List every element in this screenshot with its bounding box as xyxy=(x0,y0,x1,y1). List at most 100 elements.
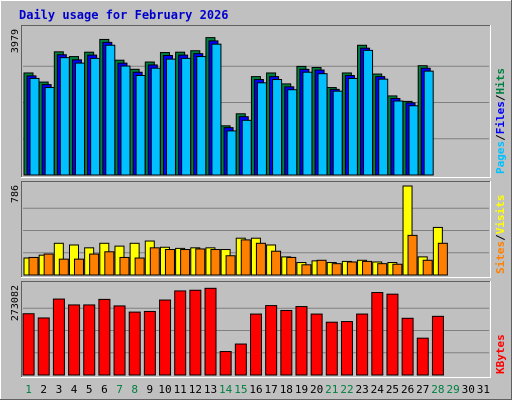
x-tick-label-day-16: 16 xyxy=(249,383,262,396)
x-tick-label-day-17: 17 xyxy=(265,383,278,396)
chart-panels: 3979Pages/Files/Hits786Sites/Visits27308… xyxy=(10,25,507,378)
bar-kbytes-day-25 xyxy=(386,293,399,376)
x-tick-label-day-5: 5 xyxy=(86,383,93,396)
bar-sites-day-13 xyxy=(210,249,221,276)
bar-sites-day-2 xyxy=(43,253,54,276)
bar-sites-day-15 xyxy=(240,239,251,276)
x-tick-label-day-29: 29 xyxy=(446,383,459,396)
x-tick-label-day-8: 8 xyxy=(131,383,138,396)
legend-entry: KBytes xyxy=(494,334,507,374)
panel-3-legend: KBytes xyxy=(494,334,507,374)
panel-1: 3979 Pages/Files/Hits xyxy=(10,25,507,178)
x-tick-label-day-18: 18 xyxy=(280,383,293,396)
x-tick-label-day-25: 25 xyxy=(386,383,399,396)
x-tick-label-day-3: 3 xyxy=(56,383,63,396)
bar-kbytes-day-12 xyxy=(189,289,202,376)
bar-kbytes-day-3 xyxy=(52,298,65,376)
x-tick-label-day-13: 13 xyxy=(204,383,217,396)
panel-1-legend: Pages/Files/Hits xyxy=(494,68,507,174)
bar-pages-day-6 xyxy=(105,44,116,176)
bar-kbytes-day-2 xyxy=(37,317,50,376)
bar-pages-day-21 xyxy=(332,90,343,176)
bar-pages-day-1 xyxy=(29,77,40,176)
bar-kbytes-day-5 xyxy=(83,304,96,376)
bar-kbytes-day-20 xyxy=(310,313,323,376)
bar-kbytes-day-17 xyxy=(265,305,278,376)
x-tick-label-day-21: 21 xyxy=(325,383,338,396)
bar-pages-day-23 xyxy=(363,49,374,176)
bar-sites-day-24 xyxy=(377,263,388,276)
bar-kbytes-day-6 xyxy=(98,298,111,376)
bar-sites-day-9 xyxy=(149,247,160,276)
bar-sites-day-25 xyxy=(392,263,403,276)
bar-sites-day-16 xyxy=(255,242,266,276)
legend-entry: Files xyxy=(494,101,507,134)
x-tick-label-day-9: 9 xyxy=(147,383,154,396)
x-tick-label-day-15: 15 xyxy=(234,383,247,396)
bar-pages-day-13 xyxy=(211,43,222,176)
x-tick-label-day-20: 20 xyxy=(310,383,323,396)
legend-separator: / xyxy=(494,134,507,141)
bar-pages-day-7 xyxy=(120,65,131,176)
legend-entry: Visits xyxy=(494,195,507,235)
bar-pages-day-10 xyxy=(165,58,176,176)
bar-kbytes-day-16 xyxy=(250,313,262,376)
bar-pages-day-25 xyxy=(393,100,404,176)
x-tick-label-day-26: 26 xyxy=(401,383,414,396)
x-tick-label-day-4: 4 xyxy=(71,383,78,396)
bar-pages-day-14 xyxy=(226,130,237,176)
bar-pages-day-19 xyxy=(302,71,313,176)
x-tick-label-day-2: 2 xyxy=(40,383,47,396)
bar-pages-day-3 xyxy=(59,57,70,176)
bar-pages-day-4 xyxy=(74,62,85,176)
bar-kbytes-day-27 xyxy=(416,337,429,376)
panel-2-legend-text: Sites/Visits xyxy=(494,195,507,275)
bar-sites-day-20 xyxy=(316,259,327,276)
panel-2: 786 Sites/Visits xyxy=(10,181,507,278)
bar-kbytes-day-24 xyxy=(371,292,384,376)
bar-sites-day-12 xyxy=(195,248,206,276)
bar-kbytes-day-10 xyxy=(159,299,172,376)
bar-kbytes-day-26 xyxy=(401,317,414,376)
bar-sites-day-26 xyxy=(407,234,418,276)
bar-sites-day-4 xyxy=(73,258,84,276)
bar-kbytes-day-11 xyxy=(174,290,187,376)
x-axis-day-labels: 1 2 3 4 5 6 7 8 9 10 11 12 13 14 15 16 17 18 19 20 21 22 23 24 2… xyxy=(25,383,490,396)
bar-kbytes-day-19 xyxy=(295,306,308,376)
bar-pages-day-20 xyxy=(317,73,328,176)
legend-entry: Sites xyxy=(494,241,507,274)
panel-3-legend-text: KBytes xyxy=(494,334,507,374)
panel-1-ymax-label: 3979 xyxy=(10,29,21,53)
bar-kbytes-day-13 xyxy=(204,287,217,376)
bar-kbytes-day-23 xyxy=(356,313,369,376)
legend-separator: / xyxy=(494,234,507,241)
x-tick-label-day-11: 11 xyxy=(174,383,187,396)
bar-kbytes-day-4 xyxy=(68,304,81,376)
x-tick-label-day-10: 10 xyxy=(158,383,171,396)
bar-sites-day-1 xyxy=(28,256,39,276)
x-tick-label-day-19: 19 xyxy=(295,383,308,396)
bar-pages-day-24 xyxy=(378,78,389,176)
bar-pages-day-16 xyxy=(256,82,267,176)
x-tick-label-day-24: 24 xyxy=(371,383,385,396)
bar-kbytes-day-15 xyxy=(234,343,247,376)
bar-kbytes-day-7 xyxy=(113,305,126,376)
bar-kbytes-day-22 xyxy=(340,321,353,376)
bar-pages-day-17 xyxy=(272,79,283,176)
bar-sites-day-14 xyxy=(225,255,236,276)
x-tick-label-day-6: 6 xyxy=(101,383,108,396)
legend-separator: / xyxy=(494,94,507,101)
bar-sites-day-6 xyxy=(104,251,115,276)
x-tick-label-day-23: 23 xyxy=(356,383,369,396)
bar-pages-day-15 xyxy=(241,119,252,176)
bar-pages-day-12 xyxy=(196,56,207,176)
x-tick-label-day-31: 31 xyxy=(477,383,490,396)
x-tick-label-day-7: 7 xyxy=(116,383,123,396)
x-tick-label-day-1: 1 xyxy=(25,383,32,396)
x-tick-label-day-14: 14 xyxy=(219,383,233,396)
bar-kbytes-day-1 xyxy=(22,313,35,376)
x-tick-label-day-27: 27 xyxy=(416,383,429,396)
bar-kbytes-day-18 xyxy=(280,309,293,376)
bar-sites-day-8 xyxy=(134,257,145,276)
